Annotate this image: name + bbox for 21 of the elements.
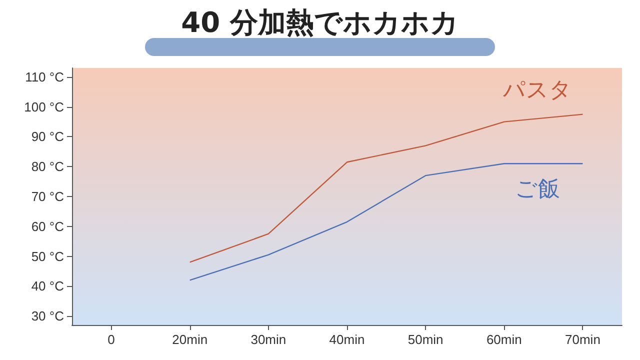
x-tick-label: 50min — [408, 332, 444, 347]
y-tick-label: 70 °C — [31, 189, 64, 204]
chart-title: 40 分加熱でホカホカ — [180, 5, 460, 41]
x-tick-label: 60min — [486, 332, 522, 347]
line-series — [189, 163, 584, 281]
line-series — [189, 114, 584, 263]
y-tick-label: 30 °C — [31, 308, 64, 324]
y-tick-label: 110 °C — [25, 69, 64, 84]
series-label: ご飯 — [515, 177, 560, 202]
x-tick-label: 20min — [172, 332, 208, 347]
x-tick-label: 40min — [329, 332, 365, 347]
y-tick-label: 100 °C — [24, 99, 64, 114]
y-tick-label: 80 °C — [31, 159, 64, 174]
x-tick-label: 70min — [565, 332, 600, 347]
y-tick-label: 50 °C — [31, 248, 64, 264]
y-tick-label: 60 °C — [31, 218, 64, 234]
y-tick-label: 40 °C — [31, 278, 64, 294]
x-tick-label: 0 — [108, 332, 115, 347]
y-tick-label: 90 °C — [31, 129, 64, 144]
series-label: パスタ — [502, 78, 572, 103]
x-tick-label: 30min — [250, 332, 286, 347]
